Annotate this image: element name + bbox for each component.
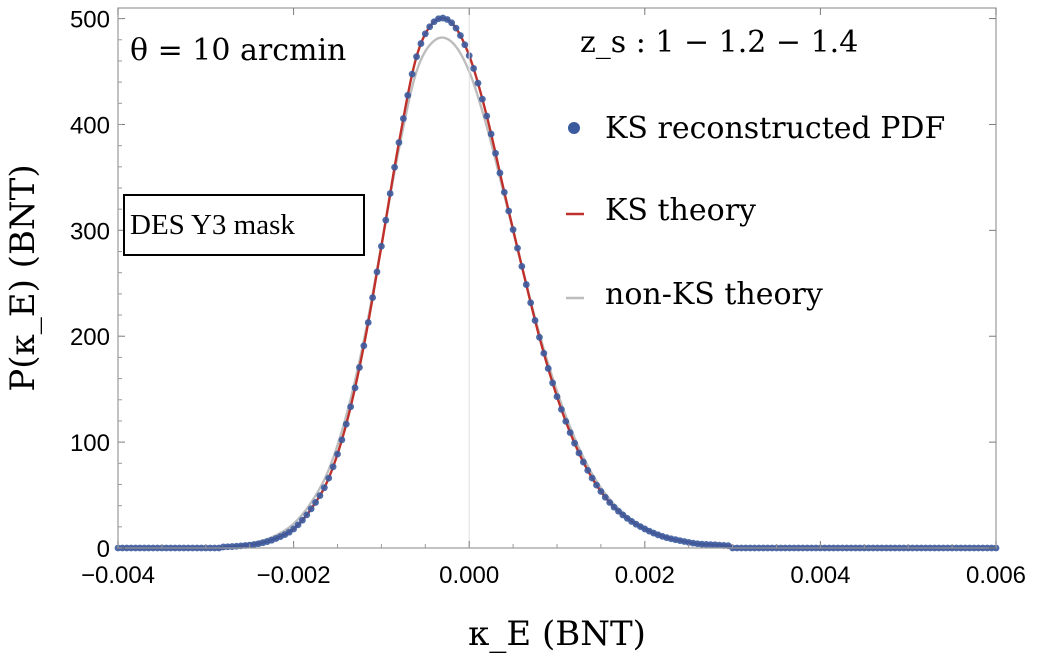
data-point	[606, 499, 614, 506]
ticks-layer	[117, 8, 997, 549]
data-point	[527, 299, 535, 307]
data-point	[298, 516, 306, 524]
data-point	[553, 393, 561, 400]
y-tick-label: 400	[70, 112, 110, 139]
x-tick-label: −0.004	[81, 562, 155, 589]
data-point	[514, 244, 521, 252]
data-point	[382, 216, 390, 224]
mask-box	[123, 194, 365, 256]
x-tick-label: 0.000	[439, 562, 499, 589]
data-point	[588, 474, 596, 482]
data-point	[593, 481, 600, 489]
data-point	[303, 511, 311, 519]
data-point	[290, 525, 297, 533]
curves-layer	[118, 16, 996, 550]
points-layer	[114, 14, 1000, 552]
data-point	[536, 333, 543, 341]
data-point	[483, 112, 491, 120]
data-point	[509, 226, 517, 234]
data-point	[316, 492, 324, 499]
data-point	[579, 458, 587, 466]
y-axis-label: P(κ_E) (BNT)	[3, 164, 43, 391]
data-point	[461, 41, 469, 49]
data-point	[373, 268, 381, 276]
data-point	[584, 467, 592, 474]
x-tick-label: 0.004	[790, 562, 850, 589]
data-point	[395, 139, 403, 146]
data-point	[347, 403, 355, 411]
data-point	[487, 130, 495, 138]
data-point	[571, 439, 578, 447]
data-point	[408, 70, 416, 78]
data-point	[597, 488, 605, 495]
data-point	[312, 499, 319, 506]
x-tick-label: 0.006	[966, 562, 1026, 589]
data-point	[562, 418, 570, 425]
data-point	[531, 317, 539, 324]
x-axis-label: κ_E (BNT)	[468, 614, 646, 654]
mask-annotation: DES Y3 mask	[130, 209, 295, 241]
data-point	[369, 294, 377, 301]
legend-label-ks-theory: KS theory	[605, 193, 756, 228]
series-line-ks-theory	[118, 16, 996, 550]
x-tick-label: −0.002	[257, 562, 331, 589]
y-tick-label: 100	[70, 430, 110, 457]
y-tick-label: 0	[97, 536, 110, 563]
data-point	[470, 65, 477, 72]
data-point	[421, 30, 429, 38]
data-point	[356, 364, 363, 371]
data-point	[351, 384, 359, 392]
data-point	[320, 484, 328, 492]
redshift-annotation: z_s : 1 − 1.2 − 1.4	[580, 25, 858, 60]
data-point	[540, 349, 548, 357]
data-point	[386, 190, 394, 197]
data-point	[334, 450, 341, 458]
data-point	[399, 115, 407, 122]
data-point	[518, 262, 526, 270]
data-point	[478, 95, 486, 103]
tick-labels-layer: −0.004 −0.002 0.000 0.002 0.004 0.006 0 100 200 3…	[70, 7, 1026, 589]
theta-annotation: θ = 10 arcmin	[130, 33, 346, 68]
data-point	[566, 429, 574, 437]
data-point	[457, 32, 464, 39]
data-point	[448, 19, 456, 27]
data-point	[338, 436, 346, 444]
data-point	[294, 521, 302, 529]
x-tick-label: 0.002	[615, 562, 675, 589]
data-point	[404, 91, 412, 99]
legend-label-non-ks-theory: non-KS theory	[605, 277, 823, 312]
data-point	[505, 207, 513, 215]
data-point	[610, 503, 618, 511]
data-point	[378, 242, 385, 250]
data-point	[360, 342, 368, 350]
data-point	[549, 379, 557, 387]
data-point	[325, 474, 333, 482]
data-point	[417, 40, 425, 47]
data-point	[364, 319, 372, 326]
data-point	[413, 53, 420, 61]
data-point	[307, 505, 315, 513]
data-point	[575, 449, 583, 457]
data-point	[492, 149, 499, 157]
plot-frame	[117, 7, 997, 549]
y-tick-label: 200	[70, 324, 110, 351]
legend: KS reconstructed PDF KS theory non-KS th…	[566, 111, 945, 312]
legend-label-ks-reconstructed: KS reconstructed PDF	[605, 111, 945, 146]
data-point	[426, 23, 434, 31]
data-point	[342, 420, 350, 428]
data-point	[329, 463, 337, 471]
data-point	[522, 281, 530, 288]
data-point	[391, 163, 398, 171]
data-point	[496, 169, 504, 177]
y-tick-label: 500	[70, 7, 110, 34]
legend-marker-ks-reconstructed	[568, 122, 580, 134]
data-point	[601, 493, 609, 501]
data-point	[500, 188, 508, 196]
y-tick-label: 300	[70, 218, 110, 245]
data-point	[557, 406, 565, 413]
data-point	[544, 365, 552, 372]
data-point	[452, 24, 460, 32]
data-point	[474, 79, 482, 87]
